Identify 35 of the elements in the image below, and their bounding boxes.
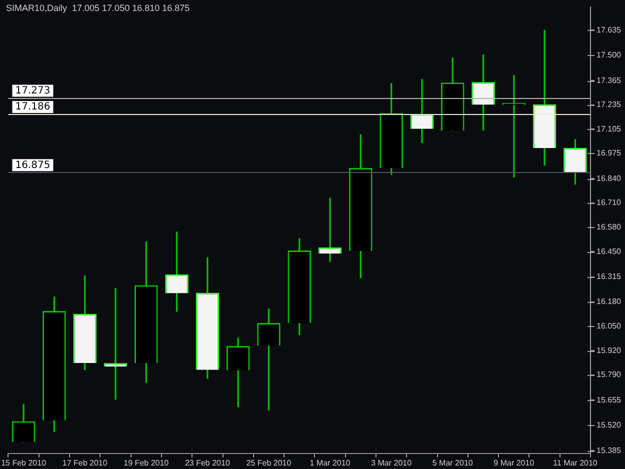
y-tick-label: 16.840: [596, 174, 622, 183]
x-tick-label: 15 Feb 2010: [1, 458, 47, 468]
y-tick-label: 17.235: [596, 100, 622, 110]
x-tick-label: 5 Mar 2010: [432, 458, 474, 468]
x-tick-label: 9 Mar 2010: [494, 458, 535, 468]
candlestick: [104, 288, 128, 400]
y-tick-label: 17.635: [596, 25, 622, 34]
candlestick: [410, 78, 434, 143]
y-tick-label: 15.655: [596, 395, 622, 404]
y-tick-label: 17.365: [596, 76, 622, 85]
x-tick-label: 19 Feb 2010: [124, 458, 170, 468]
y-tick-label: 16.710: [596, 198, 622, 208]
candlestick: [318, 198, 342, 262]
y-tick-label: 17.105: [596, 124, 622, 134]
y-tick-label: 15.790: [596, 370, 622, 380]
y-tick-label: 16.050: [596, 322, 622, 331]
x-tick-label: 17 Feb 2010: [62, 458, 108, 468]
y-tick-label: 15.385: [596, 446, 622, 455]
y-tick-label: 16.975: [596, 148, 622, 158]
y-tick-label: 17.500: [596, 50, 622, 60]
y-tick-label: 16.580: [596, 222, 622, 232]
chart-title: SIMAR10,Daily 17.005 17.050 16.810 16.875: [6, 3, 190, 13]
x-tick-label: 23 Feb 2010: [184, 458, 230, 468]
y-tick-label: 15.520: [596, 420, 622, 430]
ref-line-label: 17.186: [15, 102, 50, 113]
y-tick-label: 16.180: [596, 297, 622, 306]
x-tick-label: 3 Mar 2010: [371, 458, 412, 468]
x-tick-label: 1 Mar 2010: [310, 458, 351, 468]
y-tick-label: 15.920: [596, 346, 622, 355]
x-tick-label: 25 Feb 2010: [246, 458, 292, 468]
x-tick-label: 11 Mar 2010: [553, 458, 598, 468]
ref-line-label: 16.875: [15, 160, 50, 171]
y-tick-label: 16.315: [596, 272, 622, 282]
y-tick-label: 16.450: [596, 246, 622, 256]
ref-line-label: 17.273: [15, 85, 50, 96]
